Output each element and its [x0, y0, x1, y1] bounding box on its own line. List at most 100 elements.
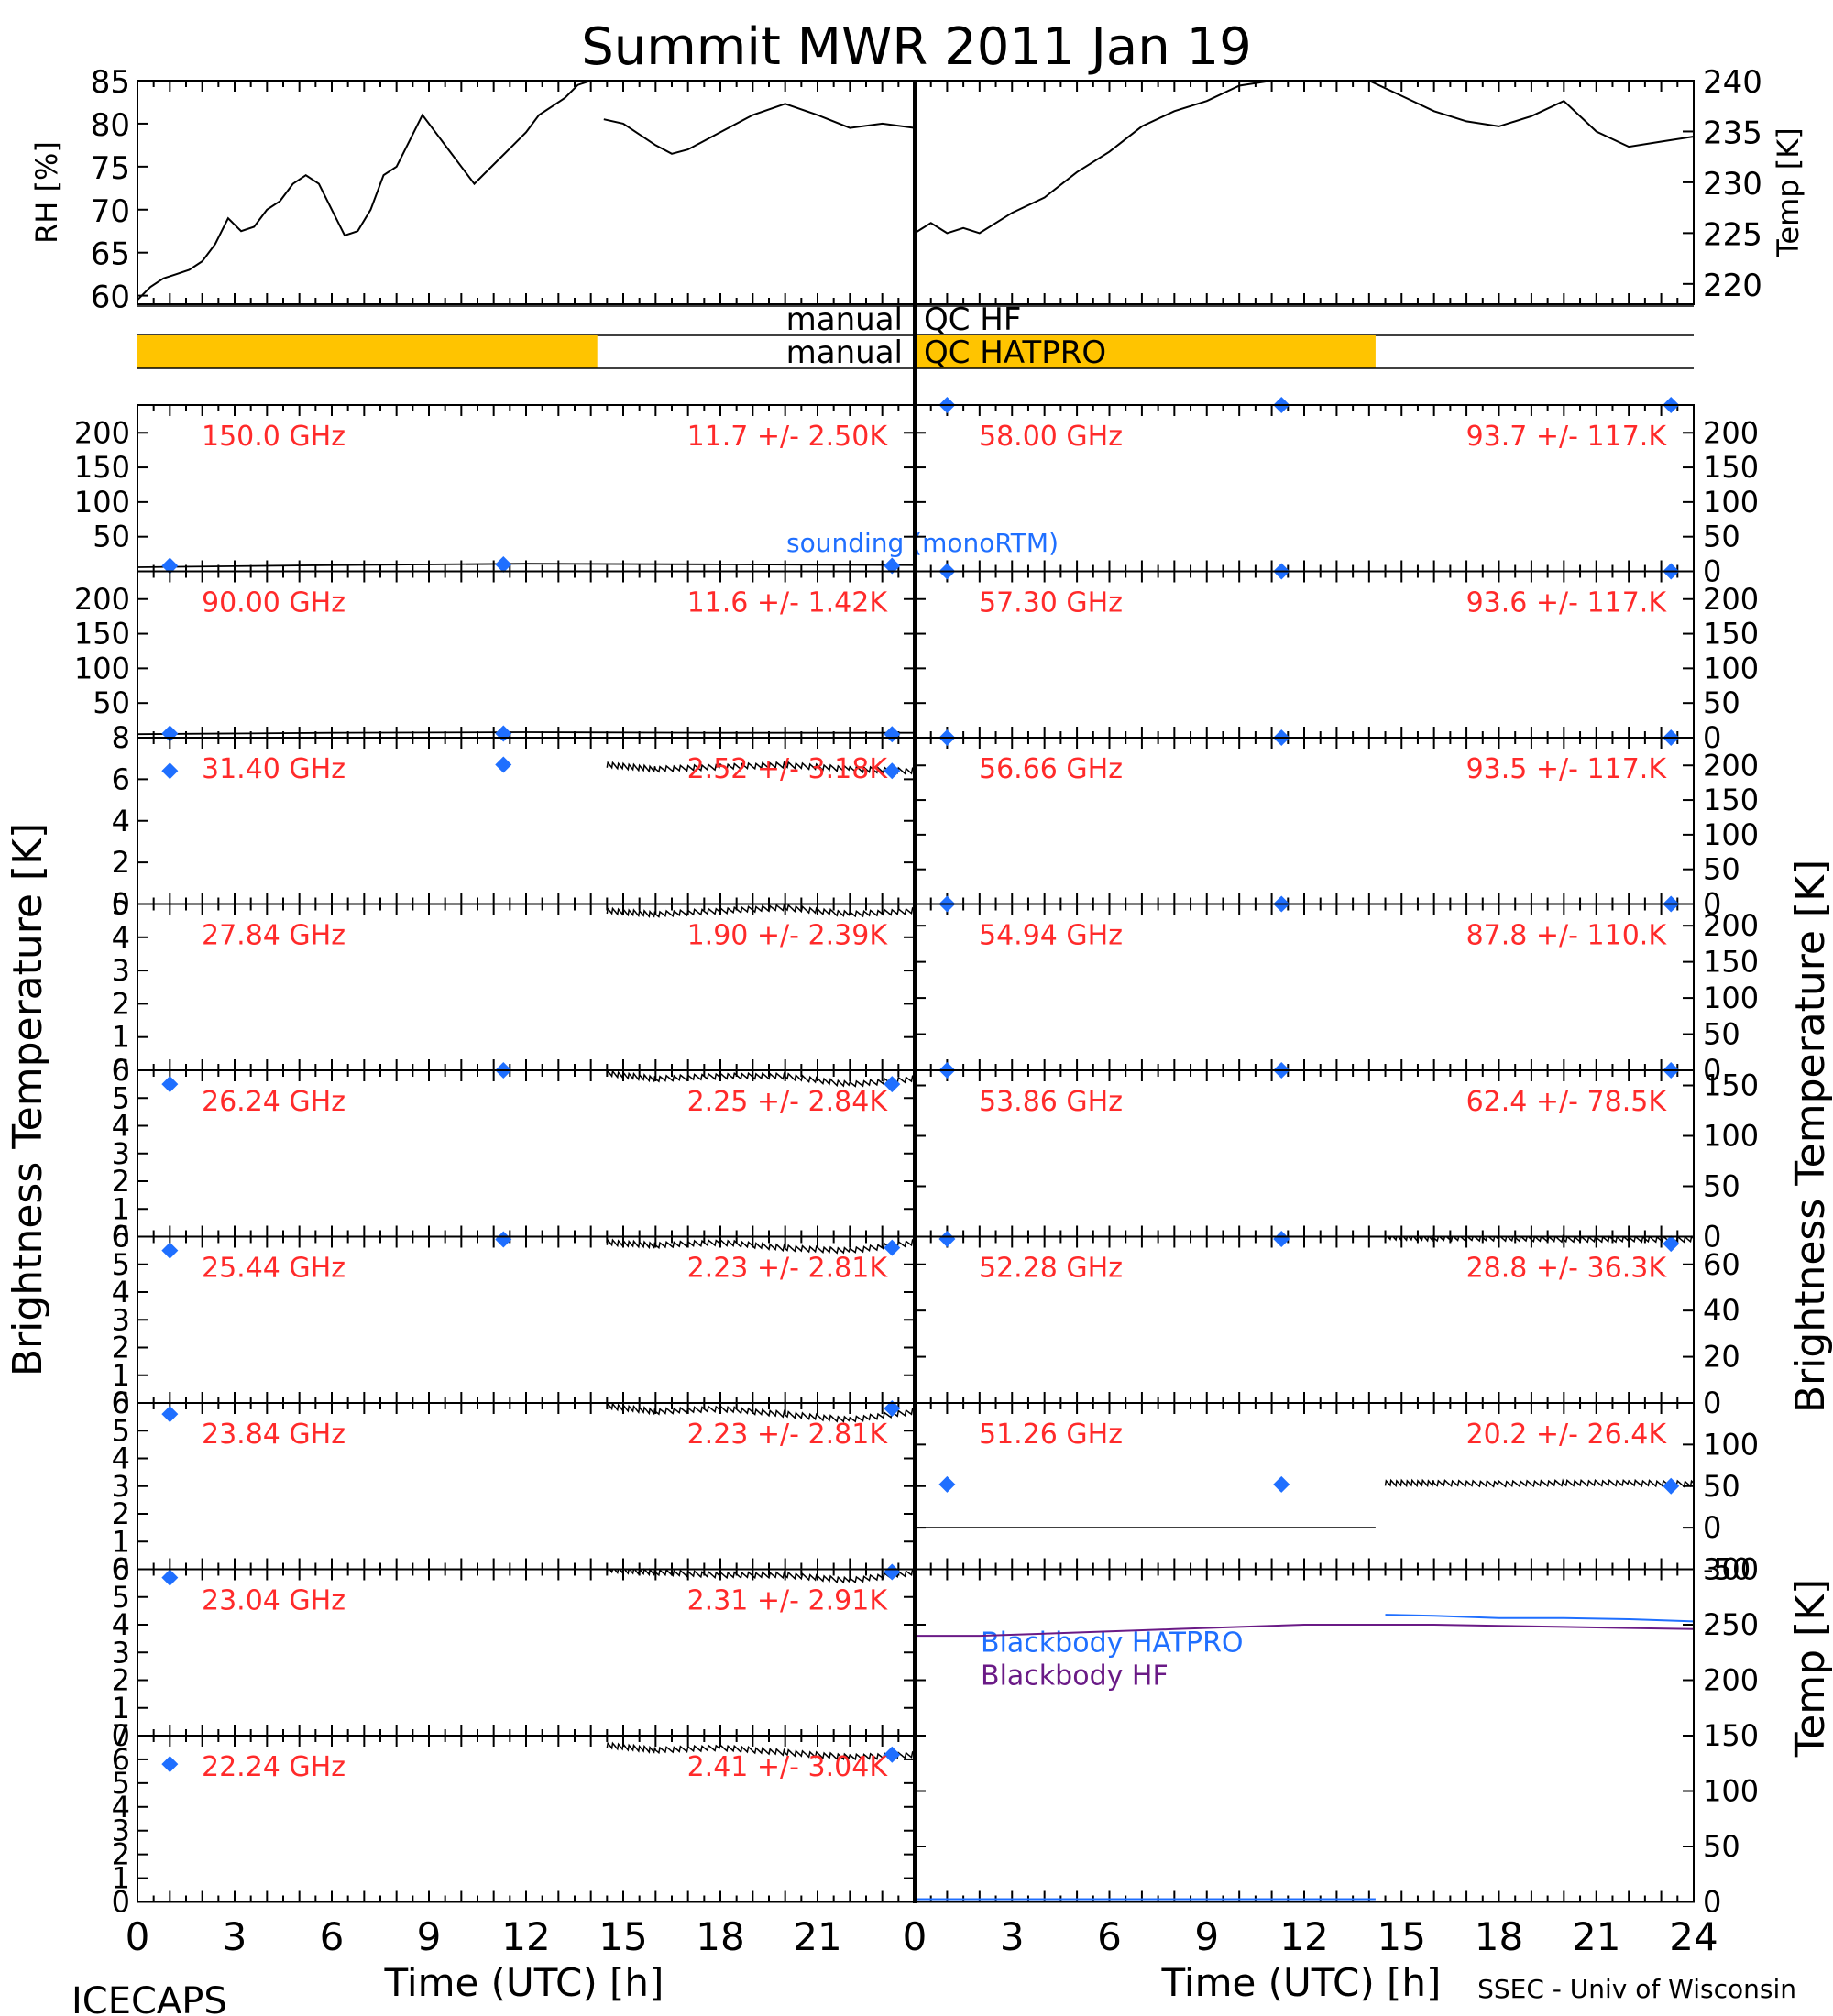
- y-tick-label: 100: [1703, 1119, 1759, 1154]
- x-tick-label: 18: [1475, 1914, 1523, 1959]
- frequency-label: 57.30 GHz: [979, 587, 1123, 619]
- x-tick-label: 3: [1000, 1914, 1025, 1959]
- sounding-marker: [495, 1231, 512, 1248]
- y-tick-label: 50: [1703, 685, 1740, 720]
- sounding-marker: [1273, 1231, 1290, 1248]
- stats-label: 2.52 +/- 3.18K: [687, 753, 889, 785]
- blackbody-line: [1385, 1614, 1695, 1623]
- sounding-marker: [884, 1400, 901, 1418]
- y-tick-label: 3: [112, 1635, 130, 1670]
- panel-ch51: -50 0 50 100 51.26 GHz 20.2 +/- 26.4K: [914, 1403, 1759, 1587]
- rh-y-tick-label: 80: [91, 107, 130, 144]
- frequency-label: 26.24 GHz: [202, 1086, 346, 1118]
- y-tick-label: 3: [112, 1302, 130, 1337]
- x-tick-label: 9: [417, 1914, 442, 1959]
- sounding-marker: [884, 1563, 901, 1581]
- y-tick-label: 100: [74, 651, 130, 685]
- rh-y-tick-label: 75: [91, 150, 130, 187]
- rh-y-tick-label: 70: [91, 193, 130, 230]
- x-tick-label: 24: [1669, 1914, 1718, 1959]
- qc-hatpro-label: manual: [786, 334, 903, 371]
- blackbody-legend: Blackbody HF: [981, 1660, 1169, 1693]
- stats-label: 2.23 +/- 2.81K: [687, 1253, 889, 1285]
- qc-hatpro-name: QC HATPRO: [924, 334, 1106, 371]
- y-tick-label: 0: [112, 1053, 130, 1088]
- tb-trace: [606, 903, 916, 918]
- frequency-label: 22.24 GHz: [202, 1751, 346, 1783]
- temp-y-tick-label: 230: [1703, 166, 1762, 203]
- y-tick-label: 1: [112, 1691, 130, 1726]
- sounding-marker: [938, 1475, 956, 1493]
- stats-label: 2.23 +/- 2.81K: [687, 1419, 889, 1451]
- tb-trace: [606, 1069, 916, 1088]
- temp-y-tick-label: 220: [1703, 268, 1762, 304]
- qc-hf-bar: [137, 335, 598, 368]
- tb-trace: [137, 563, 916, 568]
- stats-label: 1.90 +/- 2.39K: [687, 920, 889, 952]
- y-tick-label: 100: [1703, 1774, 1759, 1809]
- frequency-label: 54.94 GHz: [979, 920, 1123, 952]
- stats-label: 2.31 +/- 2.91K: [687, 1585, 889, 1617]
- y-tick-label: 200: [74, 415, 130, 450]
- y-tick-label: 60: [1703, 1247, 1740, 1282]
- x-tick-label: 18: [696, 1914, 744, 1959]
- y-tick-label: 0: [112, 1718, 130, 1753]
- stats-label: 11.7 +/- 2.50K: [687, 421, 889, 453]
- panel-ch52: 0 20 40 60 52.28 GHz 28.8 +/- 36.3K: [914, 1231, 1740, 1420]
- qc-hatpro-bar: [915, 335, 1376, 368]
- y-tick-label: 250: [1703, 1607, 1759, 1642]
- y-tick-label: 150: [74, 617, 130, 652]
- panel-blackbody: 0 50 100 150 200 250 300 Blackbody HATPROBlackb…: [914, 1552, 1833, 1920]
- x-tick-label: 21: [793, 1914, 841, 1959]
- sounding-marker: [161, 1569, 179, 1586]
- sounding-marker: [884, 1239, 901, 1256]
- y-tick-label: 200: [1703, 908, 1759, 943]
- y-tick-label: 0: [1703, 1053, 1721, 1088]
- x-tick-label: 9: [1194, 1914, 1219, 1959]
- y-tick-label: 8: [112, 720, 130, 755]
- y-tick-label: 5: [112, 1580, 130, 1615]
- y-tick-label: 5: [112, 887, 130, 922]
- y-axis-label-left: Brightness Temperature [K]: [5, 823, 51, 1376]
- y-tick-label: 1: [112, 1191, 130, 1226]
- rh-axis-label: RH [%]: [29, 141, 64, 244]
- y-tick-label: 4: [112, 1790, 130, 1824]
- frequency-label: 56.66 GHz: [979, 753, 1123, 785]
- y-tick-label: 7: [112, 1718, 130, 1753]
- y-tick-label: 0: [112, 1552, 130, 1587]
- sounding-marker: [1663, 1477, 1680, 1495]
- y-tick-label: 2: [112, 1496, 130, 1531]
- qc-hf-label: manual: [786, 301, 903, 338]
- y-tick-label: 0: [1703, 887, 1721, 922]
- x-tick-label: 12: [1279, 1914, 1328, 1959]
- y-tick-label: 150: [1703, 1718, 1759, 1753]
- y-tick-label: 6: [112, 1552, 130, 1587]
- y-tick-label: 5: [112, 1247, 130, 1282]
- sounding-marker: [161, 1406, 179, 1423]
- x-axis-label-left: Time (UTC) [h]: [384, 1960, 664, 2005]
- x-tick-label: 3: [223, 1914, 247, 1959]
- y-tick-label: 50: [1703, 852, 1740, 887]
- sounding-marker: [161, 762, 179, 780]
- y-tick-label: 3: [112, 953, 130, 988]
- sounding-marker: [161, 1076, 179, 1093]
- sounding-marker: [884, 557, 901, 575]
- y-tick-label: 100: [1703, 485, 1759, 520]
- tb-trace: [606, 1741, 916, 1761]
- rh-y-tick-label: 85: [91, 64, 130, 101]
- y-tick-label: 20: [1703, 1340, 1740, 1375]
- x-tick-label: 6: [320, 1914, 345, 1959]
- y-tick-label: 100: [1703, 981, 1759, 1015]
- x-tick-label: 12: [501, 1914, 550, 1959]
- blackbody-legend: Blackbody HATPRO: [981, 1627, 1244, 1660]
- y-tick-label: 50: [1703, 520, 1740, 554]
- y-tick-label: 5: [112, 1413, 130, 1448]
- frequency-label: 52.28 GHz: [979, 1253, 1123, 1285]
- x-tick-label: 0: [126, 1914, 150, 1959]
- x-tick-label: 0: [903, 1914, 927, 1959]
- y-tick-label: 200: [1703, 1663, 1759, 1698]
- y-tick-label: 100: [74, 485, 130, 520]
- y-tick-label: 4: [112, 1441, 130, 1476]
